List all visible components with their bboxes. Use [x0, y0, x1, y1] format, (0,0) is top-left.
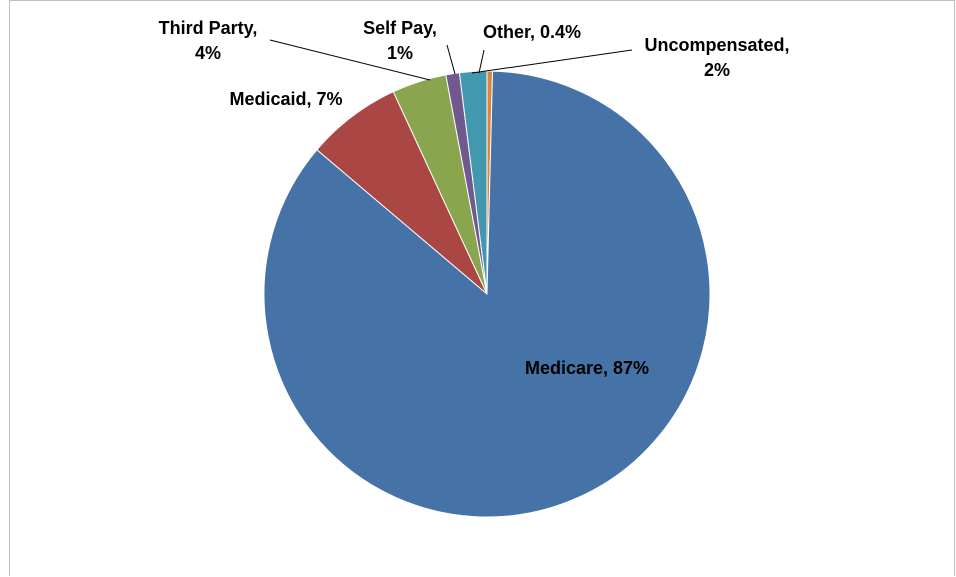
data-label-uncompensated: Uncompensated, 2% [644, 35, 789, 80]
data-label-third-party: Third Party, 4% [159, 18, 258, 63]
data-label-self-pay: Self Pay, 1% [363, 18, 437, 63]
data-label-other: Other, 0.4% [483, 22, 581, 42]
leader-line-third-party [269, 39, 431, 81]
leader-lines [269, 39, 633, 81]
leader-line-other [478, 49, 485, 74]
leader-line-uncompensated [471, 49, 633, 74]
data-labels: Medicare, 87% Medicaid, 7% Third Party, 4% S… [159, 18, 790, 378]
data-label-medicaid: Medicaid, 7% [229, 89, 342, 109]
pie-slices [263, 70, 711, 518]
leader-line-self-pay [446, 44, 456, 75]
data-label-medicare: Medicare, 87% [525, 358, 649, 378]
